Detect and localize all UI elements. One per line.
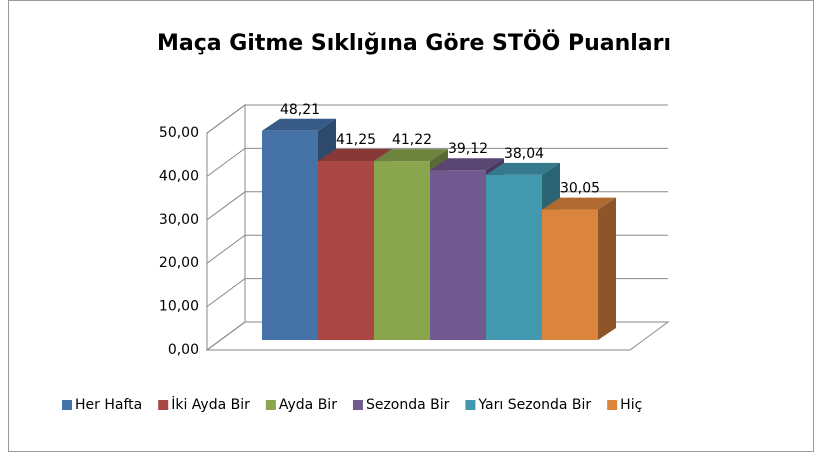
legend-swatch <box>465 400 476 410</box>
grid-line <box>206 147 668 177</box>
y-tick-label: 10,00 <box>159 299 199 315</box>
legend-swatch <box>158 400 169 410</box>
legend-label: Ayda Bir <box>279 397 337 413</box>
legend-label: Yarı Sezonda Bir <box>477 397 591 413</box>
bar <box>262 130 318 340</box>
y-tick-label: 20,00 <box>159 255 199 271</box>
grid-line <box>206 104 668 134</box>
legend-label: Sezonda Bir <box>366 397 450 413</box>
bar-top <box>318 148 392 161</box>
value-label: 41,22 <box>392 132 432 148</box>
legend-swatch <box>352 400 363 410</box>
y-tick-label: 30,00 <box>159 212 199 228</box>
value-label: 48,21 <box>280 102 320 118</box>
bar-top <box>486 162 560 175</box>
y-tick-label: 0,00 <box>168 342 199 358</box>
legend-swatch <box>265 400 276 410</box>
bar <box>318 160 374 340</box>
bar <box>374 161 430 340</box>
value-label: 30,05 <box>560 181 600 197</box>
bar-top <box>374 149 448 162</box>
y-tick-label: 40,00 <box>159 168 199 184</box>
value-label: 39,12 <box>448 141 488 157</box>
legend-label: Her Hafta <box>75 397 142 413</box>
legend-label: İki Ayda Bir <box>171 395 250 413</box>
bar <box>486 174 542 340</box>
value-label: 38,04 <box>504 146 544 162</box>
bar-top <box>430 158 504 171</box>
legend-label: Hiç <box>620 397 642 413</box>
legend-swatch <box>62 400 72 410</box>
bar <box>430 170 486 340</box>
y-tick-label: 50,00 <box>159 125 199 141</box>
bar-side <box>598 197 616 340</box>
bar <box>542 209 598 340</box>
value-label: 41,25 <box>336 132 376 148</box>
legend-swatch <box>607 400 618 410</box>
bar-top <box>542 197 616 210</box>
chart-title: Maça Gitme Sıklığına Göre STÖÖ Puanları <box>157 30 671 56</box>
bar-top <box>262 118 336 131</box>
